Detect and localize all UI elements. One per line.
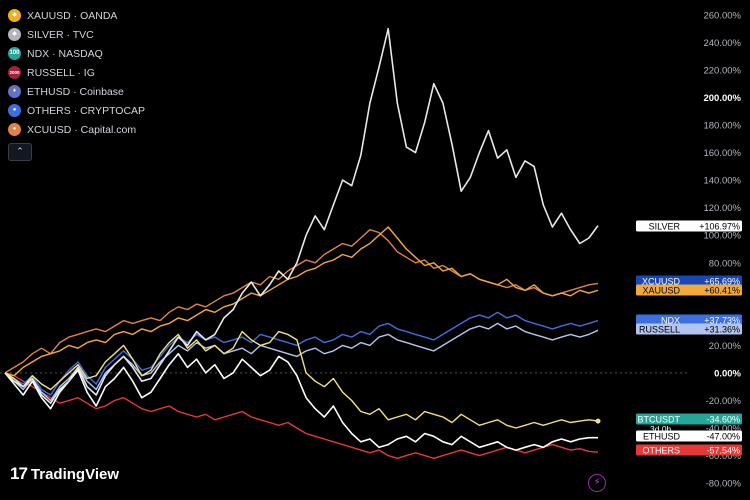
y-tick-label: 100.00% [703, 231, 741, 242]
series-line-others [4, 372, 599, 459]
price-label-value: +106.97% [699, 222, 740, 232]
price-labels: SILVER +106.97% XCUUSD +65.69% XAUUSD +60.41%… [636, 220, 742, 456]
collapse-legend-button[interactable]: ⌃ [8, 143, 32, 161]
legend-label: ETHUSD · Coinbase [27, 85, 124, 98]
price-label-silver: SILVER +106.97% [636, 220, 742, 232]
legend-item-ndx[interactable]: 100 NDX · NASDAQ [8, 44, 145, 63]
y-tick-label: -60.00% [706, 451, 742, 462]
price-label-others: OTHERS -57.54% [636, 444, 742, 456]
price-label-value: +65.69% [704, 277, 740, 287]
series-line-ethusd [4, 352, 598, 451]
y-tick-label: 140.00% [703, 176, 741, 187]
price-label-name: NDX [661, 316, 680, 326]
last-point-btcusdt [595, 418, 601, 424]
price-label-value: +37.73% [704, 316, 740, 326]
y-tick-label: -20.00% [706, 396, 742, 407]
series-line-ndx [4, 311, 599, 396]
legend-item-xcuusd[interactable]: ● XCUUSD · Capital.com [8, 120, 145, 139]
y-tick-label: 80.00% [709, 258, 742, 269]
legend-label: RUSSELL · IG [27, 66, 95, 79]
nasdaq-icon: 100 [8, 47, 21, 60]
series-line-russell [4, 322, 599, 402]
price-label-russell: RUSSELL +31.36% [636, 323, 742, 335]
y-tick-label: 20.00% [709, 341, 742, 352]
price-label-name: XAUUSD [642, 286, 680, 296]
legend-label: XCUUSD · Capital.com [27, 123, 137, 136]
price-label-name: XCUUSD [642, 277, 681, 287]
brand-name: TradingView [30, 465, 120, 483]
series-line-xcuusd [4, 228, 599, 374]
series-line-silver [4, 27, 599, 405]
y-tick-label: -40.00% [706, 424, 742, 435]
price-label-name: SILVER [649, 222, 681, 232]
price-label-ethusd: ETHUSD -47.00% [636, 430, 742, 442]
series-line-btcusdt [4, 330, 599, 429]
gold-icon: ◆ [8, 9, 21, 22]
legend-label: NDX · NASDAQ [27, 47, 103, 60]
russell-icon: 2000 [8, 66, 21, 79]
price-label-value: +31.36% [704, 325, 740, 335]
price-label-xauusd: XAUUSD +60.41% [636, 284, 742, 296]
y-tick-label: 0.00% [714, 368, 741, 379]
legend-item-others[interactable]: ● OTHERS · CRYPTOCAP [8, 101, 145, 120]
legend-label: XAUUSD · OANDA [27, 9, 118, 22]
price-label-value: +60.41% [704, 286, 740, 296]
brand-logo-mark: 17 [10, 464, 28, 483]
y-tick-label: 160.00% [703, 148, 741, 159]
legend-item-ethusd[interactable]: ♦ ETHUSD · Coinbase [8, 82, 145, 101]
price-label-ndx: NDX +37.73% [636, 314, 742, 326]
legend: ◆ XAUUSD · OANDA ◆ SILVER · TVC 100 NDX … [8, 6, 145, 161]
y-axis[interactable]: 260.00% 240.00% 220.00% 200.00% 180.00% 160.0… [703, 10, 741, 489]
tradingview-logo[interactable]: 17 TradingView [10, 464, 119, 484]
y-tick-label: -80.00% [706, 479, 742, 490]
legend-label: OTHERS · CRYPTOCAP [27, 104, 146, 117]
price-label-name: ETHUSD [643, 432, 681, 442]
price-label-name: BTCUSDT [638, 415, 681, 425]
ethereum-icon: ♦ [8, 85, 21, 98]
y-tick-label: 180.00% [703, 121, 741, 132]
price-label-xcuusd: XCUUSD +65.69% [636, 275, 742, 287]
price-label-value: -47.00% [706, 432, 740, 442]
series-line-xauusd [4, 226, 599, 377]
countdown-label: 3d 0h [650, 424, 672, 434]
legend-label: SILVER · TVC [27, 28, 94, 41]
price-label-value: -57.54% [706, 446, 740, 456]
y-tick-label: 260.00% [703, 10, 741, 21]
legend-item-russell[interactable]: 2000 RUSSELL · IG [8, 63, 145, 82]
y-tick-label: 220.00% [703, 65, 741, 76]
y-tick-label: 120.00% [703, 203, 741, 214]
legend-item-xauusd[interactable]: ◆ XAUUSD · OANDA [8, 6, 145, 25]
y-tick-label: 200.00% [703, 93, 741, 104]
silver-icon: ◆ [8, 28, 21, 41]
crypto-icon: ● [8, 104, 21, 117]
series-layer [0, 27, 690, 459]
price-label-name: OTHERS [642, 446, 680, 456]
price-label-btcusdt: BTCUSDT -34.60% [636, 413, 742, 425]
price-label-value: -34.60% [706, 415, 740, 425]
copper-icon: ● [8, 123, 21, 136]
price-label-name: RUSSELL [639, 325, 680, 335]
legend-item-silver[interactable]: ◆ SILVER · TVC [8, 25, 145, 44]
y-tick-label: 240.00% [703, 38, 741, 49]
lightning-icon[interactable]: ⚡ [588, 474, 606, 492]
